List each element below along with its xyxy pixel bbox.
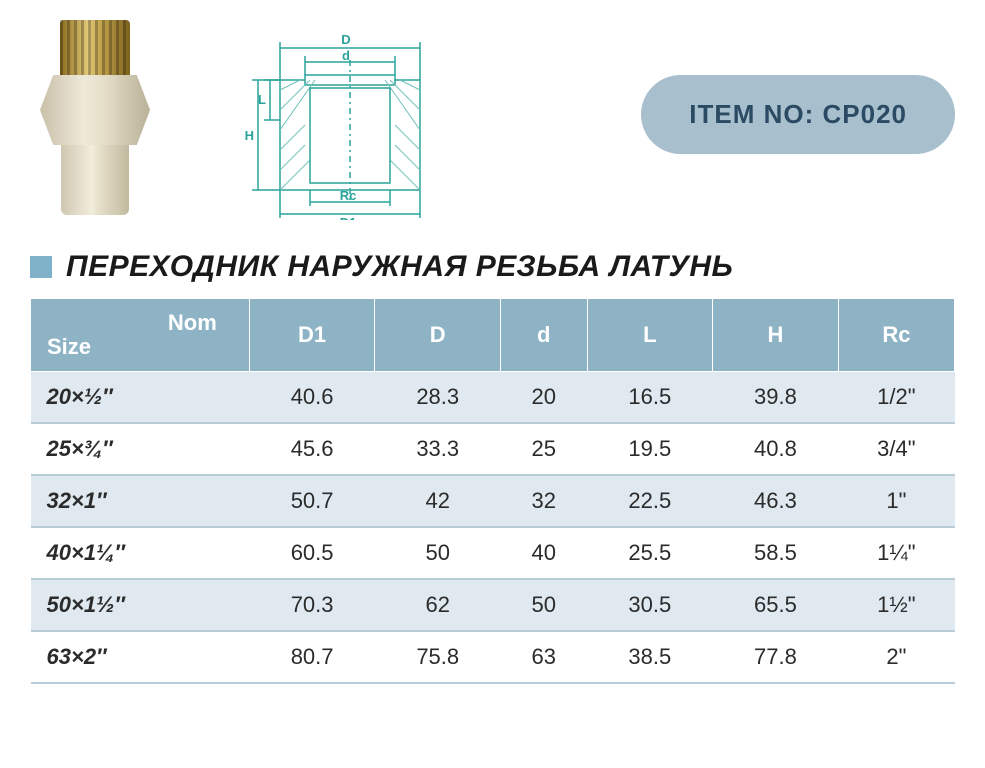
fitting-socket-icon: [61, 145, 129, 215]
dim-label-D1: D1: [340, 215, 357, 220]
cell-nom: 25×¾″: [31, 423, 250, 475]
cell-H: 39.8: [713, 372, 839, 424]
cell-d: 40: [501, 527, 587, 579]
cell-Rc: 2": [838, 631, 954, 683]
cell-d: 63: [501, 631, 587, 683]
dim-label-D: D: [341, 32, 350, 47]
top-row: D d L H Rc D1 ITEM NO: CP020: [30, 20, 955, 220]
cell-Rc: 1½": [838, 579, 954, 631]
page-title: ПЕРЕХОДНИК НАРУЖНАЯ РЕЗЬБА ЛАТУНЬ: [66, 250, 733, 284]
table-row: 63×2″80.775.86338.577.82": [31, 631, 955, 683]
cell-D1: 45.6: [249, 423, 375, 475]
col-D: D: [375, 299, 501, 372]
cell-H: 77.8: [713, 631, 839, 683]
table-row: 25×¾″45.633.32519.540.83/4": [31, 423, 955, 475]
cell-Rc: 1/2": [838, 372, 954, 424]
cell-Rc: 1": [838, 475, 954, 527]
cell-D: 33.3: [375, 423, 501, 475]
fitting-hex-icon: [40, 75, 150, 145]
col-Rc: Rc: [838, 299, 954, 372]
col-D1: D1: [249, 299, 375, 372]
col-L: L: [587, 299, 713, 372]
dim-label-Rc: Rc: [340, 188, 357, 203]
cell-D1: 60.5: [249, 527, 375, 579]
col-nom-size: NomSize: [31, 299, 250, 372]
table-row: 32×1″50.7423222.546.31": [31, 475, 955, 527]
product-photo: [30, 20, 160, 220]
cell-D: 28.3: [375, 372, 501, 424]
cell-D: 75.8: [375, 631, 501, 683]
table-row: 40×1¼″60.5504025.558.51¼": [31, 527, 955, 579]
table-row: 50×1½″70.3625030.565.51½": [31, 579, 955, 631]
cell-D: 50: [375, 527, 501, 579]
cell-D1: 70.3: [249, 579, 375, 631]
dim-label-L: L: [258, 92, 266, 107]
col-H: H: [713, 299, 839, 372]
cell-L: 16.5: [587, 372, 713, 424]
cell-D1: 80.7: [249, 631, 375, 683]
cell-D: 62: [375, 579, 501, 631]
cell-nom: 32×1″: [31, 475, 250, 527]
table-row: 20×½″40.628.32016.539.81/2": [31, 372, 955, 424]
cell-L: 30.5: [587, 579, 713, 631]
cell-H: 46.3: [713, 475, 839, 527]
cell-D1: 40.6: [249, 372, 375, 424]
cell-nom: 50×1½″: [31, 579, 250, 631]
dim-label-d: d: [342, 48, 350, 63]
cell-d: 25: [501, 423, 587, 475]
col-d: d: [501, 299, 587, 372]
cell-Rc: 1¼": [838, 527, 954, 579]
table-header-row: NomSize D1 D d L H Rc: [31, 299, 955, 372]
fitting-thread-icon: [60, 20, 130, 75]
cell-H: 58.5: [713, 527, 839, 579]
cell-H: 65.5: [713, 579, 839, 631]
cell-H: 40.8: [713, 423, 839, 475]
cell-d: 50: [501, 579, 587, 631]
title-row: ПЕРЕХОДНИК НАРУЖНАЯ РЕЗЬБА ЛАТУНЬ: [30, 250, 955, 284]
cell-D1: 50.7: [249, 475, 375, 527]
cell-d: 20: [501, 372, 587, 424]
cell-Rc: 3/4": [838, 423, 954, 475]
dim-label-H: H: [245, 128, 254, 143]
cell-L: 38.5: [587, 631, 713, 683]
cell-L: 22.5: [587, 475, 713, 527]
cell-D: 42: [375, 475, 501, 527]
spec-table: NomSize D1 D d L H Rc 20×½″40.628.32016.…: [30, 298, 955, 684]
cell-d: 32: [501, 475, 587, 527]
cell-L: 25.5: [587, 527, 713, 579]
item-number-badge: ITEM NO: CP020: [641, 75, 955, 154]
cell-nom: 63×2″: [31, 631, 250, 683]
cell-L: 19.5: [587, 423, 713, 475]
title-bullet-icon: [30, 256, 52, 278]
cell-nom: 20×½″: [31, 372, 250, 424]
technical-diagram: D d L H Rc D1: [220, 20, 470, 220]
cell-nom: 40×1¼″: [31, 527, 250, 579]
